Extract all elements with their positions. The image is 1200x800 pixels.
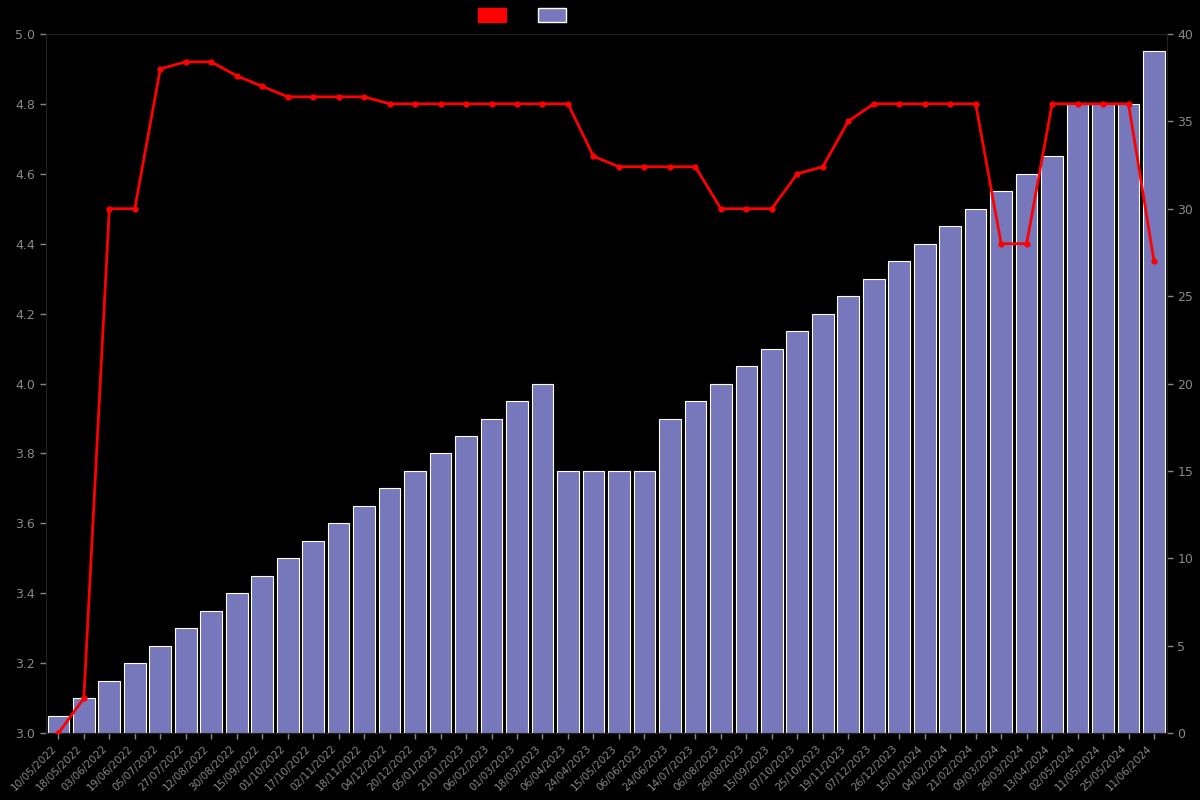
Bar (73, 698, 95, 734)
Legend: , : , (473, 2, 582, 28)
Bar (888, 261, 910, 734)
Bar (1092, 104, 1114, 734)
Bar (965, 209, 986, 734)
Bar (506, 401, 528, 734)
Bar (1067, 104, 1088, 734)
Bar (710, 383, 732, 734)
Bar (786, 331, 808, 734)
Bar (634, 471, 655, 734)
Bar (684, 401, 706, 734)
Bar (200, 611, 222, 734)
Bar (1144, 51, 1165, 734)
Bar (1015, 174, 1038, 734)
Bar (328, 523, 349, 734)
Bar (455, 436, 476, 734)
Bar (353, 506, 374, 734)
Bar (990, 191, 1012, 734)
Bar (48, 716, 70, 734)
Bar (481, 418, 503, 734)
Bar (124, 663, 145, 734)
Bar (608, 471, 630, 734)
Bar (430, 454, 451, 734)
Bar (251, 576, 274, 734)
Bar (557, 471, 578, 734)
Bar (175, 628, 197, 734)
Bar (150, 646, 172, 734)
Bar (379, 489, 401, 734)
Bar (863, 278, 884, 734)
Bar (404, 471, 426, 734)
Bar (914, 244, 936, 734)
Bar (812, 314, 834, 734)
Bar (940, 226, 961, 734)
Bar (226, 594, 247, 734)
Bar (1042, 156, 1063, 734)
Bar (838, 296, 859, 734)
Bar (761, 349, 782, 734)
Bar (1117, 104, 1139, 734)
Bar (532, 383, 553, 734)
Bar (302, 541, 324, 734)
Bar (736, 366, 757, 734)
Bar (659, 418, 680, 734)
Bar (583, 471, 605, 734)
Bar (277, 558, 299, 734)
Bar (98, 681, 120, 734)
